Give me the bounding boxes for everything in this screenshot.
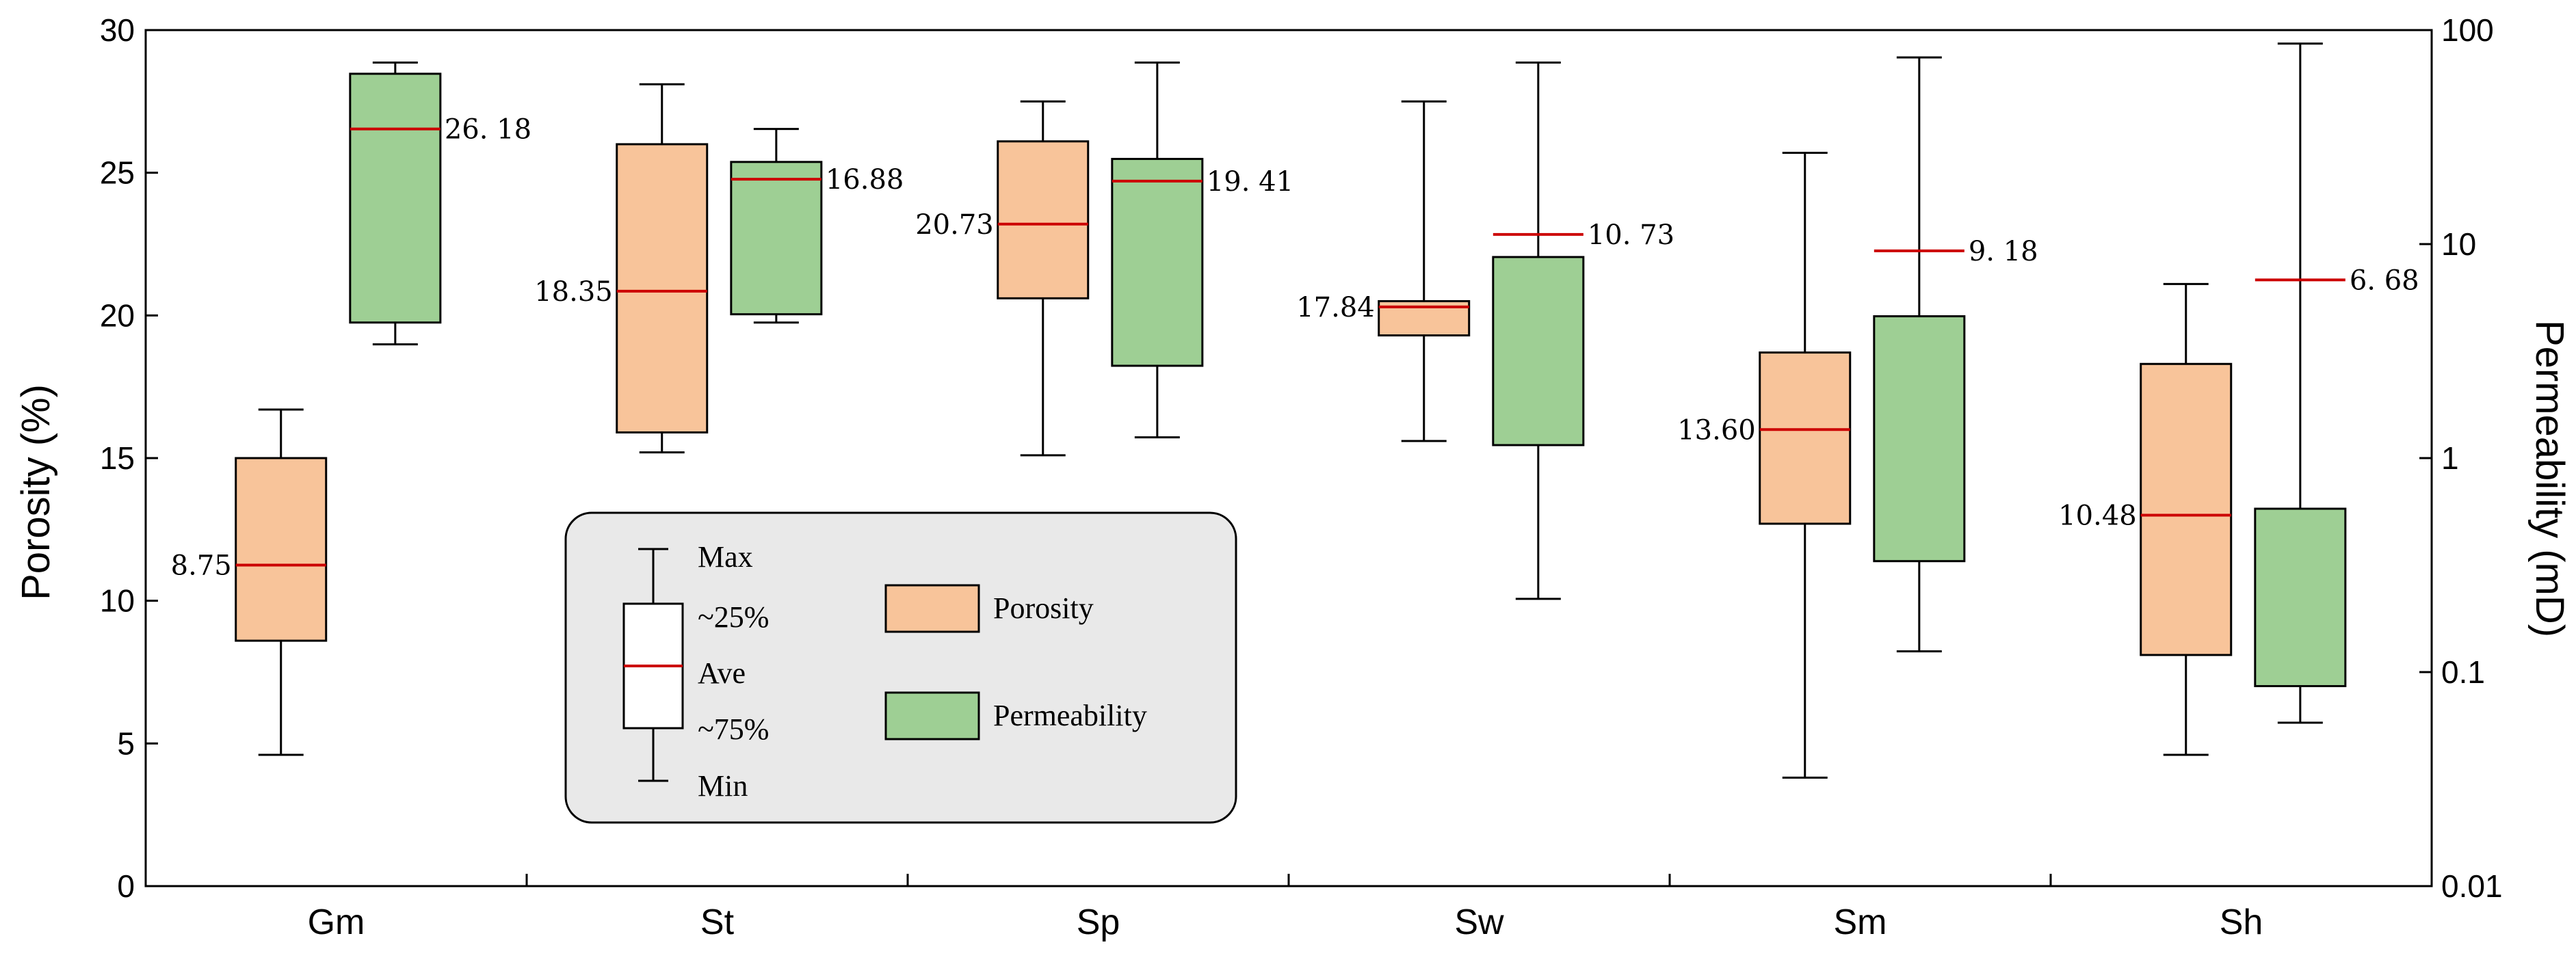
- category-axis: Gm St Sp Sw Sm Sh: [308, 874, 2263, 942]
- mean-value-label: 6. 68: [2350, 265, 2419, 296]
- legend-series-label: Porosity: [993, 591, 1094, 625]
- permeability-box-gm: 26. 18: [349, 62, 531, 346]
- legend-key-label: ~75%: [698, 712, 769, 746]
- quartile-box: [1111, 157, 1204, 367]
- mean-value-label: 10.48: [2058, 500, 2137, 531]
- quartile-box: [2254, 507, 2347, 688]
- left-tick-label: 30: [100, 12, 135, 48]
- mean-value-label: 9. 18: [1969, 236, 2038, 267]
- plot-border: [144, 29, 2433, 887]
- mean-value-label: 26. 18: [445, 114, 531, 146]
- left-tick-label: 10: [100, 583, 135, 619]
- permeability-box-st: 16.88: [730, 128, 904, 324]
- left-axis: 0 5 10 15 20 25 30: [100, 12, 158, 904]
- left-axis-title: Porosity (%): [14, 384, 58, 600]
- porosity-box-sp: 20.73: [915, 100, 1090, 457]
- porosity-box-sw: 17.84: [1296, 100, 1471, 442]
- right-tick-label: 0.1: [2441, 654, 2485, 690]
- quartile-box: [1873, 315, 1966, 563]
- left-tick-label: 5: [117, 725, 135, 761]
- category-label: Sh: [2220, 903, 2263, 942]
- permeability-box-sm: 9. 18: [1873, 56, 2038, 653]
- right-axis: 0.01 0.1 1 10 100: [2419, 12, 2503, 904]
- category-label: Gm: [308, 903, 365, 942]
- legend-key-label: Max: [698, 540, 753, 574]
- category-label: Sw: [1454, 903, 1504, 942]
- quartile-box: [349, 72, 442, 324]
- mean-value-label: 19. 41: [1207, 166, 1293, 198]
- category-label: Sp: [1077, 903, 1120, 942]
- mean-value-label: 18.35: [534, 276, 613, 308]
- quartile-box: [1492, 256, 1585, 446]
- legend-series-label: Permeability: [993, 699, 1147, 732]
- legend-panel: [564, 511, 1237, 824]
- category-label: Sm: [1834, 903, 1887, 942]
- permeability-box-sh: 6. 68: [2254, 42, 2419, 724]
- quartile-box: [1759, 351, 1852, 525]
- right-tick-label: 1: [2441, 440, 2459, 476]
- legend-key-label: Ave: [698, 656, 746, 690]
- legend-key-label: Min: [698, 769, 748, 803]
- mean-value-label: 20.73: [915, 209, 994, 241]
- right-tick-label: 0.01: [2441, 868, 2503, 904]
- plot-frame: [144, 29, 2433, 887]
- quartile-box: [730, 161, 823, 316]
- legend: Max ~25% Ave ~75% Min Porosity Permeability: [564, 511, 1237, 824]
- right-tick-label: 10: [2441, 226, 2476, 262]
- mean-value-label: 8.75: [171, 550, 232, 582]
- left-tick-label: 0: [117, 868, 135, 904]
- right-tick-label: 100: [2441, 12, 2494, 48]
- legend-swatch-permeability: [884, 691, 980, 740]
- mean-value-label: 13.60: [1677, 414, 1756, 446]
- mean-value-label: 10. 73: [1588, 219, 1674, 251]
- legend-swatch-porosity: [884, 584, 980, 633]
- left-tick-label: 20: [100, 297, 135, 333]
- boxes: 8.75 26. 18 18.35 16.88 20.73 19. 41 17.84 10. …: [171, 42, 2419, 779]
- porosity-box-sh: 10.48: [2058, 282, 2233, 756]
- porosity-box-sm: 13.60: [1677, 151, 1852, 779]
- category-label: St: [700, 903, 735, 942]
- quartile-box: [2140, 362, 2233, 656]
- permeability-box-sp: 19. 41: [1111, 62, 1293, 439]
- mean-value-label: 16.88: [826, 164, 904, 196]
- legend-key-label: ~25%: [698, 600, 769, 634]
- porosity-box-gm: 8.75: [171, 408, 328, 756]
- left-tick-label: 15: [100, 440, 135, 476]
- quartile-box: [235, 457, 328, 642]
- right-axis-title: Permeability (mD): [2527, 320, 2572, 637]
- quartile-box: [997, 140, 1090, 299]
- left-tick-label: 25: [100, 155, 135, 191]
- permeability-box-sw: 10. 73: [1492, 62, 1674, 600]
- quartile-box: [616, 143, 709, 433]
- porosity-box-st: 18.35: [534, 83, 709, 454]
- mean-value-label: 17.84: [1296, 292, 1375, 323]
